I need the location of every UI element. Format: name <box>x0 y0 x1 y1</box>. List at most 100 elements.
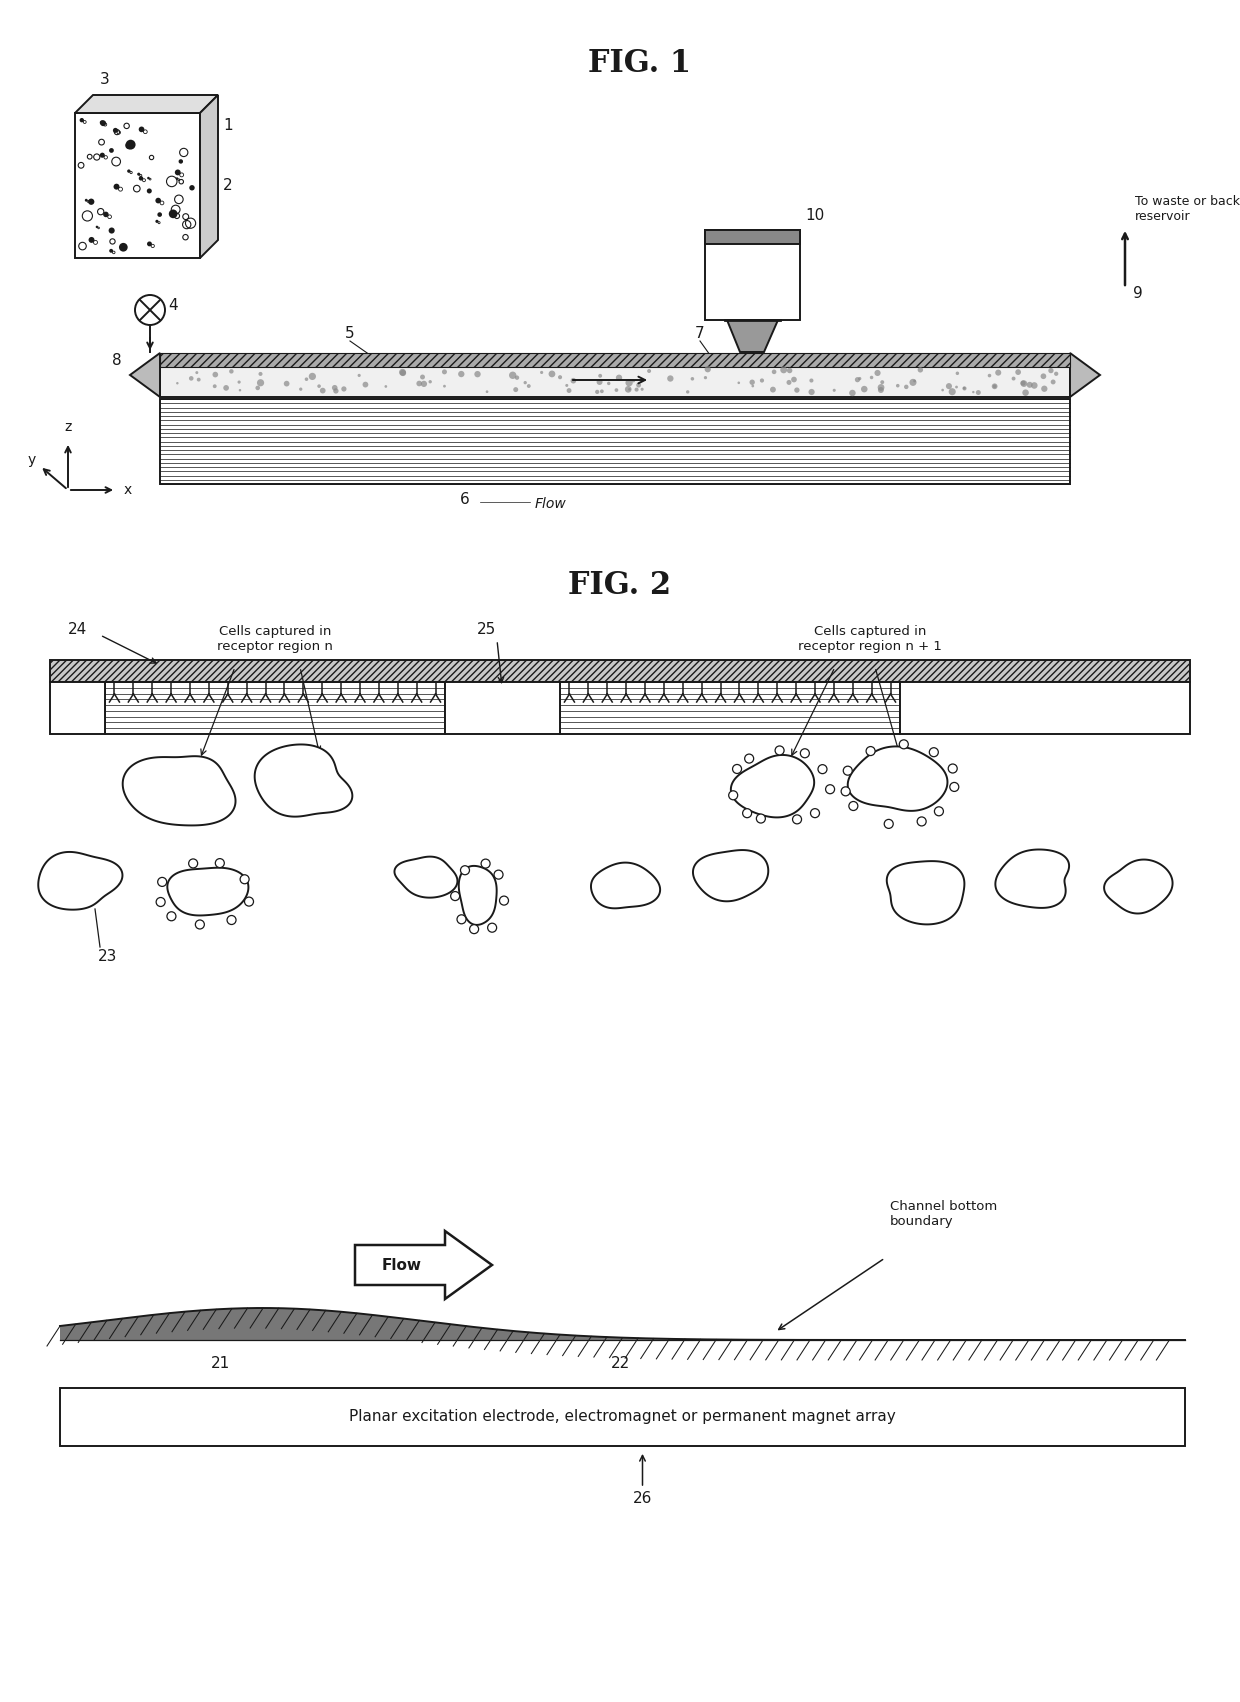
Circle shape <box>196 921 205 929</box>
Circle shape <box>212 371 218 378</box>
Circle shape <box>745 754 754 762</box>
Circle shape <box>811 808 820 817</box>
Text: z: z <box>64 420 72 434</box>
Circle shape <box>956 371 959 374</box>
Circle shape <box>1021 380 1027 386</box>
Circle shape <box>190 186 195 191</box>
Polygon shape <box>887 861 965 924</box>
Circle shape <box>515 376 520 380</box>
Circle shape <box>636 383 641 388</box>
Circle shape <box>833 388 836 391</box>
Circle shape <box>148 177 150 179</box>
Bar <box>445 683 560 734</box>
Circle shape <box>795 388 800 393</box>
Circle shape <box>420 374 425 380</box>
Polygon shape <box>730 756 815 817</box>
Circle shape <box>1040 373 1047 380</box>
Circle shape <box>929 747 939 757</box>
Circle shape <box>443 385 446 388</box>
Circle shape <box>854 378 861 383</box>
Circle shape <box>972 391 975 393</box>
Circle shape <box>992 383 997 390</box>
Circle shape <box>513 386 518 391</box>
Circle shape <box>841 786 851 797</box>
Circle shape <box>558 374 562 380</box>
Circle shape <box>341 386 346 391</box>
Text: 23: 23 <box>98 950 118 963</box>
Circle shape <box>241 875 249 883</box>
Circle shape <box>494 870 503 880</box>
Polygon shape <box>123 756 236 825</box>
Bar <box>160 368 1070 397</box>
Polygon shape <box>996 849 1069 907</box>
Circle shape <box>417 381 422 386</box>
Circle shape <box>139 126 144 133</box>
Circle shape <box>156 897 165 907</box>
Circle shape <box>913 380 916 383</box>
Circle shape <box>849 802 858 810</box>
Circle shape <box>213 385 217 388</box>
Circle shape <box>733 764 742 773</box>
Circle shape <box>441 369 446 374</box>
Text: 24: 24 <box>68 623 87 638</box>
Circle shape <box>918 368 923 373</box>
Circle shape <box>691 378 694 381</box>
Circle shape <box>399 369 407 376</box>
Circle shape <box>756 814 765 824</box>
Circle shape <box>523 381 527 385</box>
Circle shape <box>884 819 893 829</box>
Circle shape <box>874 369 880 376</box>
Text: 10: 10 <box>805 208 825 223</box>
Circle shape <box>305 378 309 381</box>
Circle shape <box>470 924 479 934</box>
Bar <box>560 683 900 734</box>
Text: 21: 21 <box>211 1356 229 1372</box>
Circle shape <box>808 388 815 395</box>
Text: Cells captured in
receptor region n: Cells captured in receptor region n <box>217 625 332 654</box>
Text: x: x <box>124 483 133 497</box>
Circle shape <box>135 294 165 325</box>
Circle shape <box>109 148 114 153</box>
Circle shape <box>95 226 98 228</box>
Circle shape <box>257 380 264 386</box>
Circle shape <box>760 378 764 383</box>
Circle shape <box>88 199 94 204</box>
Circle shape <box>527 385 531 388</box>
Circle shape <box>570 378 577 383</box>
Text: FIG. 1: FIG. 1 <box>589 48 692 78</box>
Circle shape <box>1027 381 1033 388</box>
Text: 25: 25 <box>477 623 497 638</box>
Circle shape <box>458 914 466 924</box>
Circle shape <box>647 369 651 373</box>
Circle shape <box>332 385 337 390</box>
Circle shape <box>255 386 260 390</box>
Circle shape <box>541 371 543 374</box>
Circle shape <box>826 785 835 793</box>
Circle shape <box>167 912 176 921</box>
Circle shape <box>229 369 233 373</box>
Circle shape <box>743 808 751 817</box>
Circle shape <box>861 386 868 393</box>
Circle shape <box>751 385 754 388</box>
Circle shape <box>749 380 755 385</box>
Circle shape <box>429 380 432 383</box>
Text: 5: 5 <box>345 327 355 340</box>
Circle shape <box>625 386 631 393</box>
Circle shape <box>667 376 673 381</box>
Circle shape <box>792 815 801 824</box>
Polygon shape <box>167 868 248 916</box>
Circle shape <box>196 371 198 374</box>
Circle shape <box>99 153 105 158</box>
Circle shape <box>632 380 635 383</box>
Circle shape <box>878 386 884 393</box>
Circle shape <box>600 390 604 393</box>
Circle shape <box>475 371 481 378</box>
Circle shape <box>704 366 711 373</box>
Text: FIG. 2: FIG. 2 <box>568 570 672 601</box>
Circle shape <box>460 866 470 875</box>
Text: 1: 1 <box>223 117 233 133</box>
Circle shape <box>299 388 303 391</box>
Circle shape <box>157 878 166 887</box>
Polygon shape <box>1104 860 1173 914</box>
Bar <box>706 230 800 243</box>
